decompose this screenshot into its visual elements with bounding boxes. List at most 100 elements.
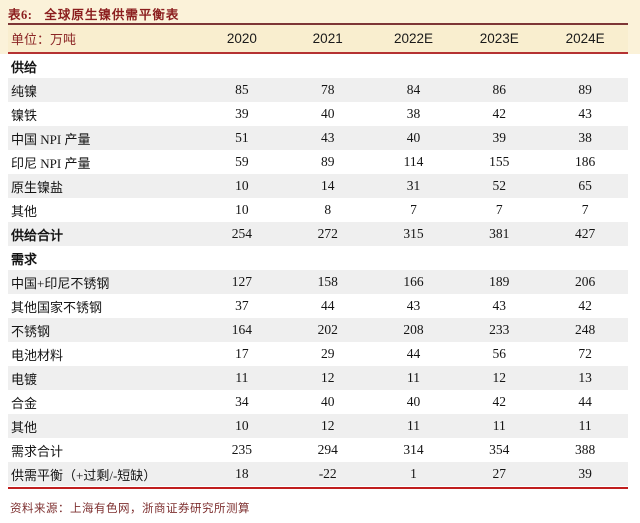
section-row-demand: 需求 — [8, 246, 628, 270]
cell-value: 18 — [235, 466, 249, 481]
total-label: 供给合计 — [11, 227, 64, 243]
cell-value: 40 — [406, 130, 421, 145]
cell-value: 314 — [403, 442, 424, 457]
cell-value: 89 — [578, 82, 592, 97]
cell-value: 42 — [492, 106, 507, 121]
table-row: 其他 10 8 7 7 7 — [8, 198, 628, 222]
cell-value: 7 — [410, 202, 417, 217]
row-label: 中国+印尼不锈钢 — [11, 275, 110, 291]
table-row: 镍铁 39 40 38 42 43 — [8, 102, 628, 126]
cell-value: 381 — [489, 226, 510, 241]
cell-value: 427 — [574, 226, 596, 241]
table-title: 全球原生镍供需平衡表 — [44, 8, 180, 22]
cell-value: 86 — [492, 82, 507, 97]
cell-value: 1 — [410, 466, 417, 481]
cell-value: 7 — [495, 202, 503, 217]
column-header-2024e: 2024E — [565, 31, 605, 46]
cell-value: 59 — [235, 154, 249, 169]
row-label: 不锈钢 — [11, 323, 51, 339]
cell-value: 29 — [320, 346, 335, 361]
row-label: 其他国家不锈钢 — [11, 299, 103, 315]
cell-value: 206 — [574, 274, 596, 289]
cell-value: 38 — [406, 106, 421, 121]
cell-value: 248 — [574, 322, 596, 337]
table-bottom-border — [8, 487, 628, 489]
cell-value: 13 — [578, 370, 592, 385]
table-row: 原生镍盐 10 14 31 52 65 — [8, 174, 628, 198]
cell-value: 44 — [578, 394, 592, 409]
cell-value: 10 — [235, 202, 249, 217]
section-row-supply: 供给 — [8, 54, 628, 78]
table-row: 电镀 11 12 11 12 13 — [8, 366, 628, 390]
table-number: 表6: — [8, 8, 33, 22]
cell-value: 294 — [317, 442, 338, 457]
cell-value: 164 — [231, 322, 253, 337]
cell-value: 52 — [492, 178, 507, 193]
cell-value: 10 — [235, 418, 249, 433]
balance-row: 供需平衡（+过剩/-短缺） 18 -22 1 27 39 — [8, 462, 628, 486]
cell-value: 43 — [492, 298, 507, 313]
cell-value: 78 — [320, 82, 335, 97]
row-label: 印尼 NPI 产量 — [11, 155, 91, 171]
cell-value: 202 — [317, 322, 338, 337]
column-header-2020: 2020 — [226, 31, 257, 46]
table-row: 纯镍 85 78 84 86 89 — [8, 78, 628, 102]
cell-value: 89 — [320, 154, 335, 169]
cell-value: 38 — [578, 130, 592, 145]
cell-value: 51 — [235, 130, 249, 145]
cell-value: 85 — [235, 82, 249, 97]
cell-value: 17 — [235, 346, 249, 361]
source-note: 资料来源：上海有色网，浙商证券研究所测算 — [10, 503, 250, 515]
table-top-block: 表6: 全球原生镍供需平衡表 单位：万吨 2020 2021 2022E 202… — [0, 0, 640, 54]
table-row: 印尼 NPI 产量 59 89 114 155 186 — [8, 150, 628, 174]
cell-value: 11 — [492, 418, 506, 433]
cell-value: 127 — [231, 274, 253, 289]
cell-value: 27 — [492, 466, 507, 481]
table-row: 其他国家不锈钢 37 44 43 43 42 — [8, 294, 628, 318]
table-row: 合金 34 40 40 42 44 — [8, 390, 628, 414]
column-header-2023e: 2023E — [479, 31, 519, 46]
row-label: 合金 — [11, 395, 38, 411]
cell-value: 40 — [320, 106, 335, 121]
total-label: 需求合计 — [11, 443, 64, 459]
table-row: 不锈钢 164 202 208 233 248 — [8, 318, 628, 342]
cell-value: 10 — [235, 178, 249, 193]
cell-value: 272 — [317, 226, 338, 241]
total-row-supply: 供给合计 254 272 315 381 427 — [8, 222, 628, 246]
row-label: 中国 NPI 产量 — [11, 131, 91, 147]
cell-value: 11 — [406, 370, 420, 385]
column-header-2021: 2021 — [312, 31, 343, 46]
cell-value: 72 — [578, 346, 592, 361]
cell-value: 65 — [578, 178, 592, 193]
row-label: 其他 — [11, 419, 38, 435]
cell-value: 12 — [320, 418, 335, 433]
cell-value: 39 — [492, 130, 507, 145]
table-body: 供给 纯镍 85 78 84 86 89 镍铁 39 40 38 42 43 中… — [8, 54, 628, 486]
section-label: 需求 — [11, 251, 38, 267]
cell-value: 34 — [235, 394, 249, 409]
cell-value: 114 — [403, 154, 424, 169]
cell-value: -22 — [318, 466, 337, 481]
cell-value: 11 — [235, 370, 249, 385]
cell-value: 43 — [320, 130, 335, 145]
cell-value: 44 — [320, 298, 335, 313]
cell-value: 189 — [489, 274, 510, 289]
total-row-demand: 需求合计 235 294 314 354 388 — [8, 438, 628, 462]
cell-value: 12 — [492, 370, 507, 385]
row-label: 镍铁 — [11, 107, 38, 123]
cell-value: 155 — [489, 154, 510, 169]
table-title-bar: 表6: 全球原生镍供需平衡表 — [0, 4, 640, 23]
cell-value: 43 — [406, 298, 421, 313]
cell-value: 56 — [492, 346, 507, 361]
cell-value: 31 — [406, 178, 421, 193]
cell-value: 40 — [406, 394, 421, 409]
row-label: 原生镍盐 — [11, 179, 64, 195]
cell-value: 40 — [320, 394, 335, 409]
cell-value: 39 — [578, 466, 592, 481]
cell-value: 158 — [317, 274, 338, 289]
cell-value: 42 — [578, 298, 592, 313]
cell-value: 42 — [492, 394, 507, 409]
row-label: 纯镍 — [11, 83, 38, 99]
cell-value: 43 — [578, 106, 592, 121]
